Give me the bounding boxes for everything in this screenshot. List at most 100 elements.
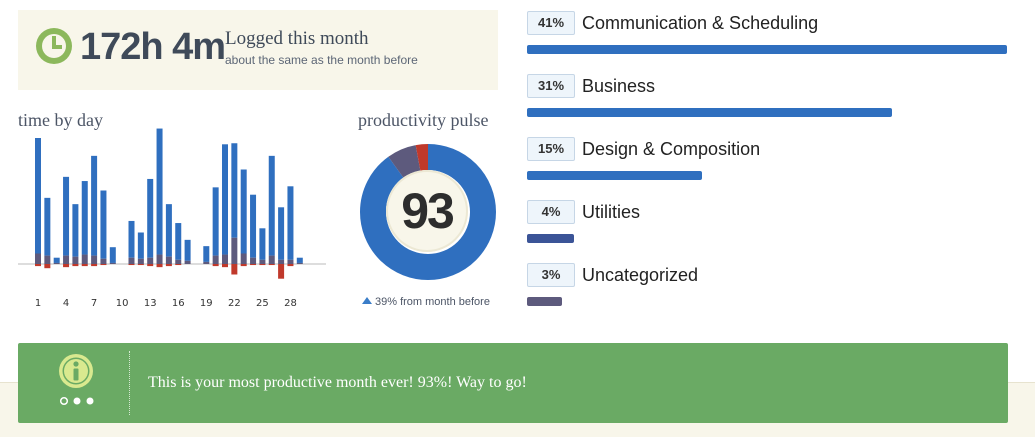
day-bar-distracting[interactable] <box>231 264 238 275</box>
info-icon[interactable] <box>59 354 93 388</box>
day-bar-productive[interactable] <box>296 257 303 263</box>
x-tick-label: 22 <box>228 298 241 309</box>
pulse-title: productivity pulse <box>358 110 489 130</box>
day-bar-productive[interactable] <box>109 247 116 263</box>
day-bar-productive[interactable] <box>100 190 107 259</box>
day-bar-distracting[interactable] <box>137 264 144 266</box>
x-tick-label: 28 <box>284 298 297 309</box>
day-bar-productive[interactable] <box>222 144 228 255</box>
day-bar-distracting[interactable] <box>128 264 135 266</box>
day-bar-productive[interactable] <box>137 232 144 259</box>
day-bar-productive[interactable] <box>268 155 275 256</box>
day-bar-neutral[interactable] <box>165 256 172 264</box>
day-bar-distracting[interactable] <box>250 264 257 266</box>
day-bar-productive[interactable] <box>231 143 238 238</box>
day-bar-productive[interactable] <box>175 223 182 260</box>
time-by-day-title: time by day <box>18 110 103 130</box>
day-bar-productive[interactable] <box>44 197 51 256</box>
category-name[interactable]: Utilities <box>582 202 641 222</box>
x-tick-label: 13 <box>144 298 157 309</box>
day-bar-neutral[interactable] <box>268 255 275 264</box>
day-bar-neutral[interactable] <box>72 256 79 264</box>
summary-subtitle: about the same as the month before <box>225 53 418 67</box>
pagination-dots-icon[interactable] <box>59 396 95 406</box>
day-bar-distracting[interactable] <box>268 264 275 266</box>
day-bar-distracting[interactable] <box>278 264 285 279</box>
day-bar-productive[interactable] <box>184 239 191 261</box>
day-bar-neutral[interactable] <box>184 260 191 264</box>
pulse-change-text: 39% from month before <box>375 296 490 308</box>
day-bar-productive[interactable] <box>81 181 88 255</box>
arrow-up-icon <box>362 297 372 304</box>
day-bar-neutral[interactable] <box>109 262 116 264</box>
day-bar-distracting[interactable] <box>44 264 51 269</box>
day-bar-neutral[interactable] <box>137 258 144 264</box>
day-bar-neutral[interactable] <box>100 258 107 264</box>
day-bar-distracting[interactable] <box>222 264 228 268</box>
day-bar-productive[interactable] <box>203 246 210 262</box>
day-bar-productive[interactable] <box>259 228 266 260</box>
day-bar-neutral[interactable] <box>231 237 238 264</box>
day-bar-productive[interactable] <box>63 176 70 256</box>
x-tick-label: 16 <box>172 298 185 309</box>
day-bar-neutral[interactable] <box>128 257 135 264</box>
day-bar-distracting[interactable] <box>100 264 107 266</box>
day-bar-neutral[interactable] <box>44 255 51 264</box>
day-bar-distracting[interactable] <box>156 264 163 268</box>
notice-message: This is your most productive month ever!… <box>148 374 527 391</box>
day-bar-distracting[interactable] <box>259 264 266 266</box>
day-bar-productive[interactable] <box>240 169 247 254</box>
day-bar-neutral[interactable] <box>63 255 70 264</box>
day-bar-productive[interactable] <box>250 194 257 258</box>
day-bar-distracting[interactable] <box>35 264 41 267</box>
day-bar-neutral[interactable] <box>81 254 88 264</box>
day-bar-neutral[interactable] <box>259 259 266 264</box>
day-bar-distracting[interactable] <box>147 264 154 267</box>
day-bar-neutral[interactable] <box>91 255 98 264</box>
day-bar-distracting[interactable] <box>91 264 98 267</box>
day-bar-distracting[interactable] <box>81 264 88 267</box>
day-bar-neutral[interactable] <box>212 255 219 264</box>
category-name[interactable]: Business <box>582 76 656 96</box>
day-bar-productive[interactable] <box>53 257 60 263</box>
category-name[interactable]: Uncategorized <box>582 265 699 285</box>
day-bar-neutral[interactable] <box>175 259 182 264</box>
day-bar-distracting[interactable] <box>175 264 182 266</box>
day-bar-neutral[interactable] <box>53 262 60 264</box>
pulse-segment <box>360 144 496 280</box>
day-bar-neutral[interactable] <box>222 254 228 264</box>
day-bar-productive[interactable] <box>35 138 41 254</box>
day-bar-distracting[interactable] <box>240 264 247 267</box>
day-bar-neutral[interactable] <box>287 259 294 264</box>
day-bar-distracting[interactable] <box>165 264 172 267</box>
day-bar-distracting[interactable] <box>212 264 219 267</box>
day-bar-productive[interactable] <box>147 178 154 258</box>
day-bar-neutral[interactable] <box>156 254 163 264</box>
day-bar-productive[interactable] <box>91 155 98 256</box>
day-bar-neutral[interactable] <box>203 261 210 264</box>
day-bar-productive[interactable] <box>278 207 285 260</box>
day-bar-neutral[interactable] <box>147 257 154 264</box>
achievement-notice: This is your most productive month ever!… <box>18 343 1008 423</box>
category-bar <box>527 297 562 306</box>
day-bar-distracting[interactable] <box>63 264 70 268</box>
day-bar-productive[interactable] <box>128 220 135 258</box>
day-bar-productive[interactable] <box>165 204 172 257</box>
time-by-day-chart: 1 4 7 10 13 16 19 22 25 28 <box>18 128 326 309</box>
day-bar-neutral[interactable] <box>278 259 285 264</box>
day-bar-productive[interactable] <box>287 186 294 260</box>
day-bar-neutral[interactable] <box>250 257 257 264</box>
day-bar-productive[interactable] <box>72 204 79 257</box>
monthly-summary: 172h 4m Logged this month about the same… <box>18 10 498 90</box>
day-bar-neutral[interactable] <box>240 253 247 265</box>
day-bar-distracting[interactable] <box>72 264 79 267</box>
x-tick-label: 7 <box>91 298 97 309</box>
category-name[interactable]: Communication & Scheduling <box>582 13 819 33</box>
day-bar-neutral[interactable] <box>296 262 303 264</box>
day-bar-productive[interactable] <box>156 128 163 255</box>
category-name[interactable]: Design & Composition <box>582 139 761 159</box>
category-bar <box>527 171 702 180</box>
day-bar-neutral[interactable] <box>35 253 41 265</box>
day-bar-productive[interactable] <box>212 187 219 256</box>
day-bar-distracting[interactable] <box>287 264 294 267</box>
